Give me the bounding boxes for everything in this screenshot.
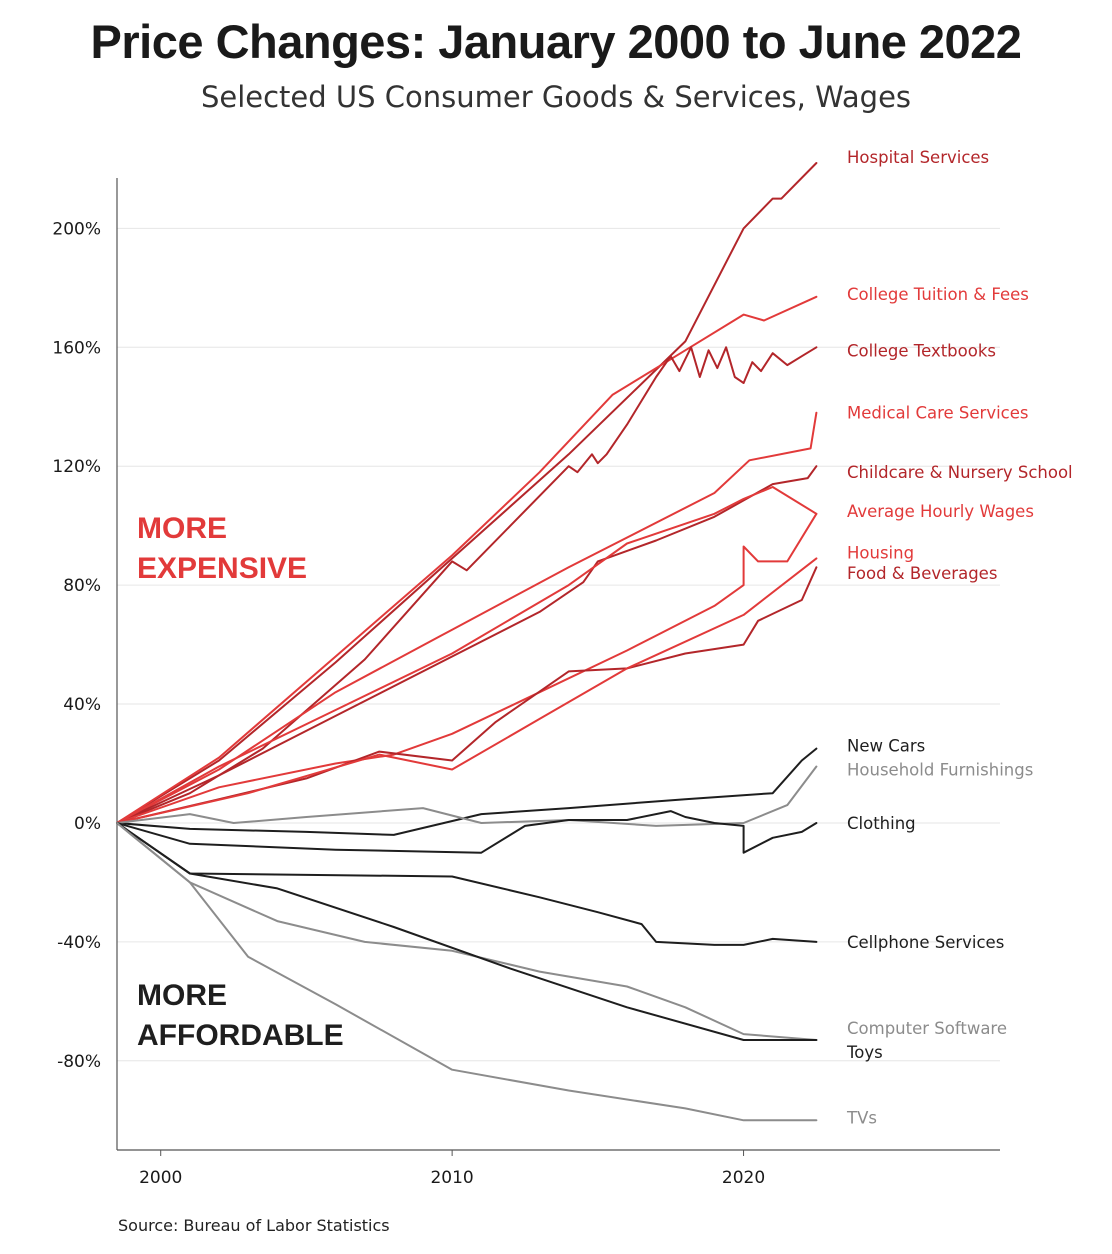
series-line-housing bbox=[116, 557, 818, 824]
x-tick-label: 2020 bbox=[722, 1168, 765, 1188]
series-label: Childcare & Nursery School bbox=[847, 463, 1073, 482]
y-tick-label: -40% bbox=[57, 933, 101, 953]
annotation-text: EXPENSIVE bbox=[137, 552, 307, 585]
axes bbox=[116, 178, 1000, 1156]
series-label: Computer Software bbox=[847, 1019, 1007, 1038]
series-line-tvs bbox=[116, 822, 818, 1122]
y-tick-label: 0% bbox=[74, 814, 101, 834]
series-label: Medical Care Services bbox=[847, 404, 1028, 423]
series-line-computer-software bbox=[116, 822, 818, 1041]
y-tick-label: 40% bbox=[63, 695, 101, 715]
series-label: New Cars bbox=[847, 737, 925, 756]
gridlines bbox=[117, 227, 1000, 1062]
tick-labels: 200% 160% 120% 80% 40% 0% -40% -80% 2000 2010 2020 bbox=[52, 219, 765, 1188]
series-label: Hospital Services bbox=[847, 148, 989, 167]
annotation-text: MORE bbox=[137, 979, 227, 1012]
series-line-new-cars bbox=[116, 747, 818, 836]
y-tick-label: 200% bbox=[52, 219, 101, 239]
annotation-text: AFFORDABLE bbox=[137, 1019, 344, 1052]
series-label: TVs bbox=[846, 1108, 877, 1127]
series-label: Cellphone Services bbox=[847, 933, 1004, 952]
series-line-food-beverages bbox=[116, 566, 818, 824]
y-tick-label: 160% bbox=[52, 338, 101, 358]
series-line-college-textbooks bbox=[116, 346, 818, 824]
chart-subtitle: Selected US Consumer Goods & Services, W… bbox=[200, 80, 912, 114]
series-line-clothing bbox=[116, 810, 818, 854]
series-line-childcare-nursery-school bbox=[116, 465, 818, 824]
y-tick-label: 120% bbox=[52, 457, 101, 477]
series-line-household-furnishings bbox=[116, 765, 818, 827]
y-tick-label: -80% bbox=[57, 1052, 101, 1072]
series-label: College Textbooks bbox=[847, 341, 996, 360]
series-line-average-hourly-wages bbox=[116, 486, 818, 824]
series-line-housing bbox=[116, 512, 818, 824]
series-label: Clothing bbox=[847, 814, 916, 833]
x-tick-label: 2000 bbox=[139, 1168, 182, 1188]
series-label: Household Furnishings bbox=[847, 760, 1033, 779]
annotation-text: MORE bbox=[137, 512, 227, 545]
series-line-college-tuition-fees bbox=[116, 295, 818, 824]
x-tick-label: 2010 bbox=[430, 1168, 473, 1188]
annotations: MORE EXPENSIVE MORE AFFORDABLE bbox=[137, 512, 344, 1052]
series-label: Toys bbox=[846, 1043, 883, 1062]
series-line-cellphone-services bbox=[116, 822, 818, 946]
y-tick-label: 80% bbox=[63, 576, 101, 596]
series-label: Average Hourly Wages bbox=[847, 502, 1034, 521]
series-line-toys bbox=[116, 822, 818, 1041]
series-label: College Tuition & Fees bbox=[847, 285, 1029, 304]
series-labels: Hospital Services College Tuition & Fees C… bbox=[846, 148, 1073, 1127]
series-label: Housing bbox=[847, 543, 914, 562]
series-lines bbox=[116, 162, 818, 1122]
source-note: Source: Bureau of Labor Statistics bbox=[118, 1216, 390, 1235]
series-line-medical-care-services bbox=[116, 411, 818, 824]
series-label: Food & Beverages bbox=[847, 564, 997, 583]
chart-title: Price Changes: January 2000 to June 2022 bbox=[90, 15, 1022, 68]
series-line-hospital-services bbox=[116, 162, 818, 824]
